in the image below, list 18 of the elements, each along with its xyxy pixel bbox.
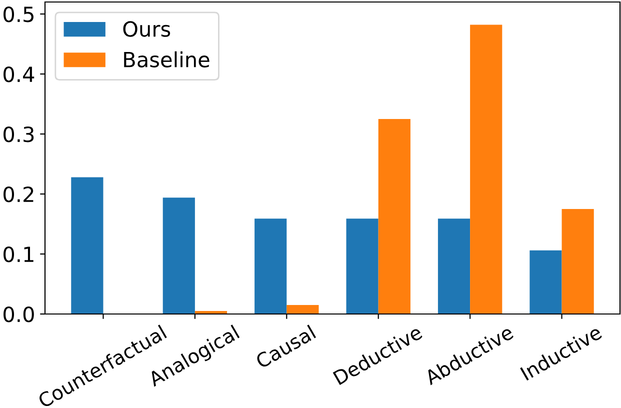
legend-label: Ours	[123, 21, 170, 37]
y-tick-label: 0.2	[4, 186, 34, 202]
bar	[562, 209, 594, 314]
legend-label: Baseline	[124, 51, 210, 68]
y-tick-label: 0.3	[4, 126, 34, 142]
y-tick-label: 0.5	[4, 6, 34, 22]
bar	[438, 218, 470, 314]
bar	[286, 305, 319, 314]
bar	[530, 250, 562, 314]
y-tick-label: 0.1	[4, 246, 34, 262]
bar	[162, 198, 195, 314]
bar	[470, 24, 502, 314]
bar	[254, 218, 287, 314]
bar	[346, 218, 378, 314]
y-tick-label: 0.0	[4, 306, 34, 322]
bar	[378, 119, 410, 314]
y-tick-label: 0.4	[4, 66, 34, 82]
bar	[71, 177, 104, 314]
